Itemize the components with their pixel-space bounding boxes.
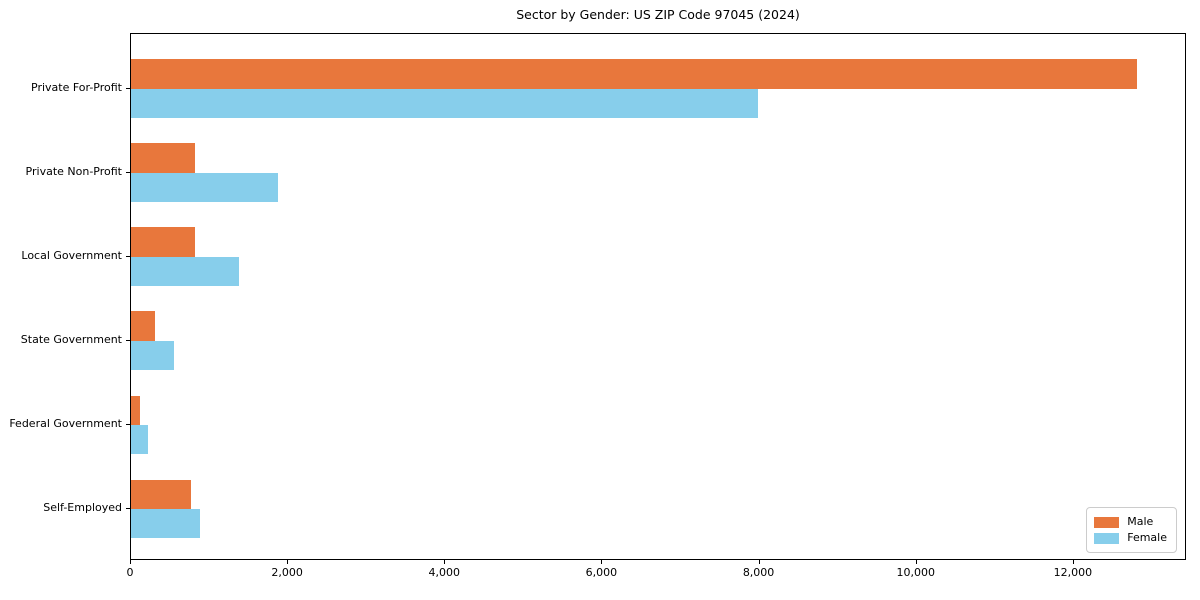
bar-male-3 xyxy=(131,227,196,257)
x-tick-mark xyxy=(758,560,760,564)
legend-male-swatch xyxy=(1094,516,1120,528)
x-tick-label: 8,000 xyxy=(742,566,775,579)
y-tick-label: Self-Employed xyxy=(43,500,122,514)
bar-female-6 xyxy=(131,508,201,539)
y-tick-mark xyxy=(126,339,130,341)
bar-female-1 xyxy=(131,88,758,119)
x-tick-label: 4,000 xyxy=(428,566,461,579)
bar-female-3 xyxy=(131,256,239,287)
legend-item-female: Female xyxy=(1094,531,1167,545)
bar-female-2 xyxy=(131,172,278,203)
y-tick-mark xyxy=(126,171,130,173)
plot-area: Male Female xyxy=(130,33,1186,560)
bar-female-5 xyxy=(131,424,148,455)
legend: Male Female xyxy=(1086,507,1177,553)
y-tick-mark xyxy=(126,507,130,509)
y-tick-label: Local Government xyxy=(21,248,122,262)
y-tick-label: Private Non-Profit xyxy=(25,164,122,178)
x-tick-mark xyxy=(915,560,917,564)
y-tick-label: State Government xyxy=(20,332,122,346)
chart-title: Sector by Gender: US ZIP Code 97045 (202… xyxy=(516,7,800,22)
legend-female-swatch xyxy=(1094,532,1120,544)
bar-male-4 xyxy=(131,311,155,341)
x-tick-mark xyxy=(601,560,603,564)
bar-male-6 xyxy=(131,479,191,509)
x-tick-mark xyxy=(287,560,289,564)
legend-item-male: Male xyxy=(1094,515,1167,529)
bar-female-4 xyxy=(131,340,175,371)
bar-male-2 xyxy=(131,143,195,173)
y-tick-mark xyxy=(126,423,130,425)
legend-label: Female xyxy=(1127,531,1167,544)
legend-label: Male xyxy=(1127,515,1154,528)
x-tick-label: 10,000 xyxy=(896,566,935,579)
x-tick-label: 0 xyxy=(126,566,134,579)
y-tick-label: Private For-Profit xyxy=(31,80,122,94)
y-tick-label: Federal Government xyxy=(9,416,122,430)
x-tick-label: 12,000 xyxy=(1053,566,1093,579)
y-tick-mark xyxy=(126,87,130,89)
x-tick-mark xyxy=(1072,560,1074,564)
x-tick-mark xyxy=(130,560,131,564)
x-tick-label: 2,000 xyxy=(271,566,303,579)
y-tick-mark xyxy=(126,255,130,257)
bar-male-5 xyxy=(131,395,141,425)
x-tick-label: 6,000 xyxy=(585,566,618,579)
x-tick-mark xyxy=(444,560,446,564)
bar-male-1 xyxy=(131,59,1137,89)
